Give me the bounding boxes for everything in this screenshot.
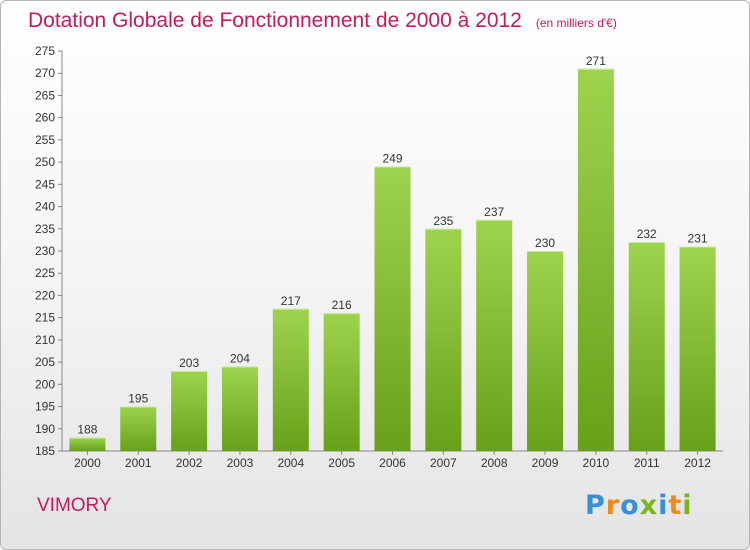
x-tick-label: 2012 <box>684 456 711 470</box>
x-tick-label: 2004 <box>277 456 304 470</box>
y-tick-label: 275 <box>35 44 55 58</box>
bar <box>679 246 716 451</box>
y-tick-label: 240 <box>35 200 55 214</box>
y-tick-label: 250 <box>35 155 55 169</box>
y-tick-label: 205 <box>35 355 55 369</box>
bar <box>527 251 564 451</box>
commune-name: VIMORY <box>37 495 112 516</box>
logo-letter: x <box>639 490 659 521</box>
data-label: 271 <box>586 54 606 68</box>
y-tick-label: 200 <box>35 377 55 391</box>
y-tick-label: 255 <box>35 133 55 147</box>
y-tick-label: 235 <box>35 222 55 236</box>
bar <box>425 228 462 451</box>
y-tick-label: 195 <box>35 400 55 414</box>
y-tick-label: 260 <box>35 111 55 125</box>
data-label: 232 <box>637 227 657 241</box>
x-tick-label: 2007 <box>430 456 457 470</box>
data-label: 204 <box>230 352 250 366</box>
x-tick-label: 2009 <box>532 456 559 470</box>
data-label: 235 <box>433 214 453 228</box>
logo-letter: o <box>620 490 640 521</box>
y-tick-label: 185 <box>35 444 55 458</box>
data-label: 216 <box>332 298 352 312</box>
bar <box>120 406 157 451</box>
data-label: 231 <box>688 232 708 246</box>
x-tick-label: 2002 <box>176 456 203 470</box>
x-tick-label: 2008 <box>481 456 508 470</box>
logo-letter: t <box>668 490 683 521</box>
data-label: 217 <box>281 294 301 308</box>
bar <box>69 437 106 451</box>
y-tick-label: 265 <box>35 88 55 102</box>
x-tick-label: 2010 <box>583 456 610 470</box>
y-tick-label: 225 <box>35 266 55 280</box>
y-tick-label: 245 <box>35 177 55 191</box>
y-tick-label: 220 <box>35 288 55 302</box>
y-tick-label: 210 <box>35 333 55 347</box>
logo-letter: r <box>605 490 621 521</box>
x-tick-label: 2011 <box>634 456 660 470</box>
data-label: 230 <box>535 236 555 250</box>
x-tick-label: 2005 <box>328 456 355 470</box>
data-label: 188 <box>77 423 97 437</box>
data-label: 237 <box>484 205 504 219</box>
bar <box>272 308 309 451</box>
bar <box>171 371 208 451</box>
bar <box>374 166 411 452</box>
logo-letter: P <box>585 490 606 521</box>
y-tick-label: 190 <box>35 422 55 436</box>
data-label: 249 <box>382 152 402 166</box>
y-tick-label: 230 <box>35 244 55 258</box>
bar <box>221 366 258 451</box>
x-tick-label: 2003 <box>227 456 254 470</box>
logo-letter: i <box>682 490 693 521</box>
bar <box>628 242 665 451</box>
bar <box>476 219 513 451</box>
bar <box>577 68 614 452</box>
unit-note: (en milliers d'€) <box>535 16 617 30</box>
chart-title-text: Dotation Globale de Fonctionnement de 20… <box>28 9 522 32</box>
proxiti-logo: Proxiti <box>585 490 693 521</box>
data-label: 203 <box>179 356 199 370</box>
y-tick-label: 270 <box>35 66 55 80</box>
x-tick-label: 2006 <box>379 456 406 470</box>
x-tick-label: 2000 <box>74 456 101 470</box>
y-tick-label: 215 <box>35 311 55 325</box>
chart-title: Dotation Globale de Fonctionnement de 20… <box>28 9 617 33</box>
x-tick-label: 2001 <box>125 456 152 470</box>
data-label: 195 <box>128 392 148 406</box>
bar <box>323 313 360 451</box>
logo-letter: i <box>658 490 669 521</box>
